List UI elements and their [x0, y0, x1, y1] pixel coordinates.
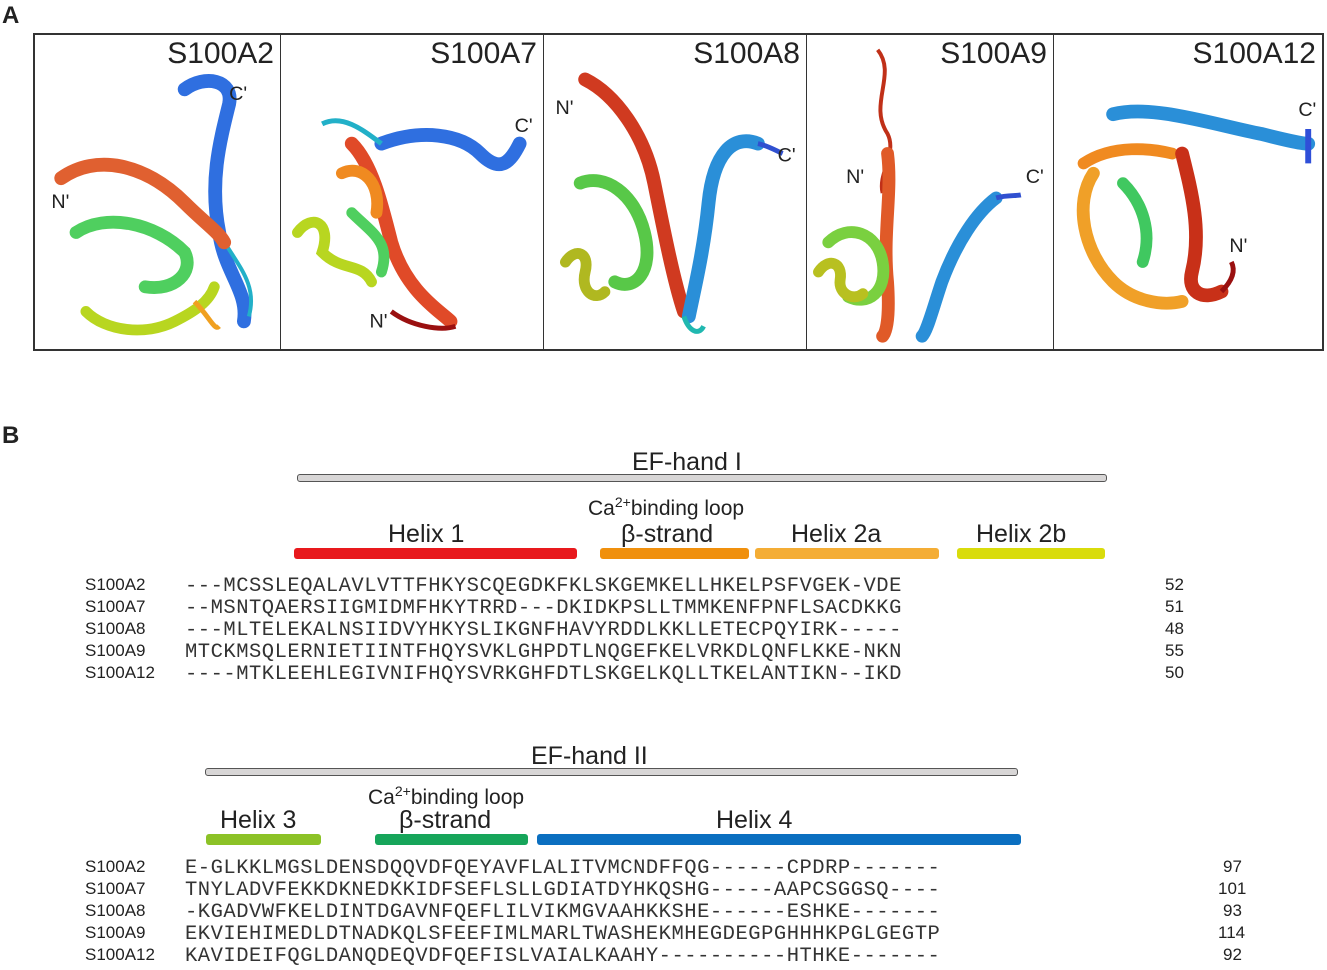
- protein-name: S100A2: [85, 575, 146, 594]
- n-terminus-label: N': [846, 166, 864, 188]
- helix-1-bar: [294, 548, 577, 559]
- sequence: E-GLKKLMGSLDENSDQQVDFQEYAVFLALITVMCNDFFQ…: [185, 857, 941, 880]
- sequence: ---MLTELEKALNSIIDVYHKYSLIKGNFHAVYRDDLKKL…: [185, 619, 902, 642]
- ef-hand-1-label: EF-hand I: [632, 448, 742, 476]
- sequence: --MSNTQAERSIIGMIDMFHKYTRRD---DKIDKPSLLTM…: [185, 597, 902, 620]
- ca-binding-loop-label-1: Ca2+binding loop: [588, 494, 745, 520]
- ribbon-s100a7: C' N': [292, 115, 533, 332]
- sequence: EKVIEHIMEDLDTNADKQLSFEEFIMLMARLTWASHEKMH…: [185, 923, 941, 946]
- residue-count: 48: [1165, 619, 1184, 638]
- helix-3-bar: [206, 834, 321, 845]
- protein-name: S100A8: [85, 901, 146, 920]
- helix-2a-bar: [755, 548, 939, 559]
- helix-4-bar: [537, 834, 1021, 845]
- ef-hand-2-bar: [205, 768, 1018, 776]
- ef-hand-2-label: EF-hand II: [531, 742, 648, 770]
- c-terminus-label: C': [229, 83, 247, 105]
- protein-name: S100A9: [85, 641, 146, 660]
- structure-s100a2: S100A2 C' N': [35, 35, 281, 349]
- segment-label: β-strand: [621, 520, 714, 548]
- ribbon-s100a9: N' C': [812, 48, 1044, 343]
- protein-name: S100A7: [85, 597, 146, 616]
- beta-strand-1-bar: [600, 548, 749, 559]
- residue-count: 55: [1165, 641, 1184, 660]
- ribbon-s100a12: N' C': [1076, 99, 1316, 310]
- structure-title: S100A7: [430, 37, 537, 70]
- residue-count: 93: [1223, 901, 1242, 920]
- sequence: KAVIDEIFQGLDANQDEQVDFQEFISLVAIALKAAHY---…: [185, 945, 941, 968]
- segment-label: Helix 3: [220, 806, 297, 834]
- residue-count: 101: [1218, 879, 1247, 898]
- helix-2b-bar: [957, 548, 1105, 559]
- structure-title: S100A8: [693, 37, 800, 70]
- segment-label: β-strand: [399, 806, 492, 834]
- structure-panels: S100A2 C' N' S100A7 C' N' S100A8: [33, 33, 1324, 351]
- residue-count: 51: [1165, 597, 1184, 616]
- protein-name: S100A9: [85, 923, 146, 942]
- segment-label: Helix 4: [716, 806, 793, 834]
- n-terminus-label: N': [556, 97, 574, 119]
- panel-a-label: A: [2, 2, 20, 29]
- segment-label: Helix 1: [388, 520, 465, 548]
- c-terminus-label: C': [1298, 99, 1316, 121]
- ef-hand-1-bar: [297, 474, 1107, 482]
- protein-name: S100A7: [85, 879, 146, 898]
- structure-title: S100A12: [1192, 37, 1316, 70]
- sequence: ----MTKLEEHLEGIVNIFHQYSVRKGHFDTLSKGELKQL…: [185, 663, 902, 686]
- structure-s100a9: S100A9 N' C': [807, 35, 1054, 349]
- protein-name: S100A8: [85, 619, 146, 638]
- structure-title: S100A9: [940, 37, 1047, 70]
- c-terminus-label: C': [778, 144, 796, 166]
- structure-s100a12: S100A12 N' C': [1054, 35, 1322, 349]
- sequence: TNYLADVFEKKDKNEDKKIDFSEFLSLLGDIATDYHKQSH…: [185, 879, 941, 902]
- structure-s100a8: S100A8 N' C': [544, 35, 807, 349]
- beta-strand-2-bar: [375, 834, 528, 845]
- structure-title: S100A2: [167, 37, 274, 70]
- residue-count: 97: [1223, 857, 1242, 876]
- sequence: ---MCSSLEQALAVLVTTFHKYSCQEGDKFKLSKGEMKEL…: [185, 575, 902, 598]
- protein-name: S100A12: [85, 663, 155, 682]
- residue-count: 50: [1165, 663, 1184, 682]
- ribbon-s100a2: C' N': [51, 74, 254, 336]
- sequence: MTCKMSQLERNIETIINTFHQYSVKLGHPDTLNQGEFKEL…: [185, 641, 902, 664]
- structure-s100a7: S100A7 C' N': [281, 35, 544, 349]
- sequence: -KGADVWFKELDINTDGAVNFQEFLILVIKMGVAAHKKSH…: [185, 901, 941, 924]
- n-terminus-label: N': [370, 310, 388, 332]
- c-terminus-label: C': [515, 115, 533, 137]
- residue-count: 92: [1223, 945, 1242, 964]
- ca-binding-loop-label-2: Ca2+binding loop: [368, 783, 525, 809]
- residue-count: 52: [1165, 575, 1184, 594]
- n-terminus-label: N': [51, 191, 69, 213]
- protein-name: S100A12: [85, 945, 155, 964]
- residue-count: 114: [1218, 923, 1246, 942]
- protein-name: S100A2: [85, 857, 146, 876]
- segment-label: Helix 2b: [976, 520, 1067, 548]
- segment-label: Helix 2a: [791, 520, 882, 548]
- c-terminus-label: C': [1026, 166, 1044, 188]
- ribbon-s100a8: N' C': [556, 72, 796, 334]
- n-terminus-label: N': [1229, 235, 1247, 257]
- panel-b-label: B: [2, 422, 20, 449]
